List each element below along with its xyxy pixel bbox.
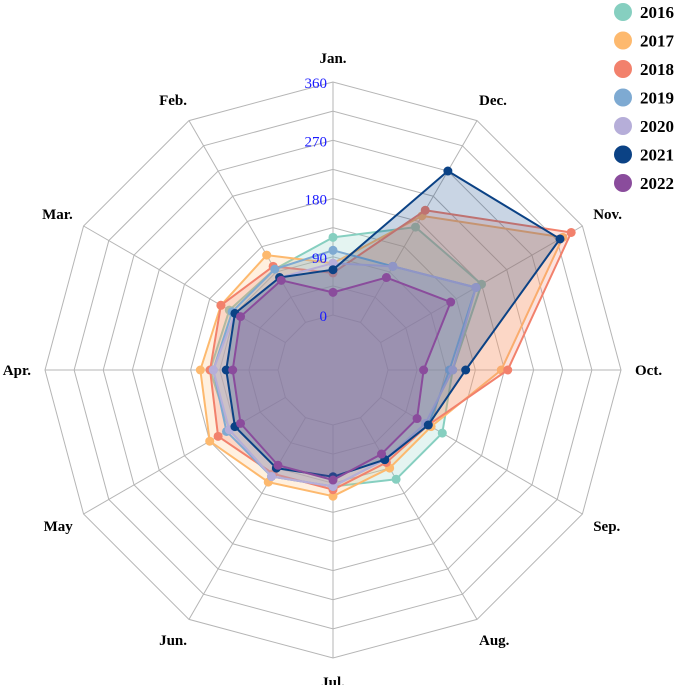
- axis-label-month: Jul.: [321, 675, 345, 685]
- legend-item: 2019: [614, 88, 674, 108]
- data-point: [228, 365, 238, 375]
- legend-item: 2020: [614, 117, 674, 136]
- data-point: [328, 265, 338, 275]
- grid-spoke: [83, 397, 286, 515]
- grid-spoke: [188, 417, 306, 620]
- data-point: [213, 431, 223, 441]
- legend-item: 2018: [614, 60, 674, 79]
- data-point: [443, 166, 453, 176]
- data-point: [221, 365, 231, 375]
- axis-label-month: Feb.: [159, 93, 187, 109]
- legend-swatch: [614, 31, 632, 50]
- data-point: [381, 273, 391, 283]
- data-point: [503, 365, 513, 375]
- radar-grid: [44, 81, 622, 659]
- data-point: [411, 222, 421, 232]
- month-axis-labels: Jan. Feb. Mar. Apr. May Jun. Jul. Aug. Sep. Oct. N…: [3, 51, 663, 685]
- legend-label: 2021: [640, 146, 674, 165]
- data-point: [412, 414, 422, 424]
- data-point: [448, 365, 458, 375]
- data-point: [236, 312, 246, 322]
- data-point: [437, 428, 447, 438]
- legend-item: 2016: [614, 3, 674, 22]
- axis-label-month: Apr.: [3, 363, 31, 379]
- axis-label-month: Oct.: [635, 363, 662, 379]
- axis-label-month: Mar.: [42, 207, 73, 223]
- data-point: [391, 474, 401, 484]
- axis-label-month: Jan.: [319, 51, 346, 67]
- axis-label-month: Sep.: [593, 519, 620, 535]
- data-point: [216, 300, 226, 310]
- axis-label-month: Nov.: [593, 207, 622, 223]
- tick-label: 360: [305, 76, 328, 92]
- tick-label: 180: [305, 193, 328, 209]
- data-point: [471, 282, 481, 292]
- data-point: [328, 258, 338, 268]
- data-point: [461, 365, 471, 375]
- data-point: [328, 481, 338, 491]
- axis-label-month: Jun.: [159, 633, 187, 649]
- legend-swatch: [614, 60, 632, 78]
- data-point: [273, 460, 283, 470]
- data-point: [236, 418, 246, 428]
- data-point: [276, 275, 286, 285]
- data-point: [419, 365, 429, 375]
- data-point: [328, 475, 338, 485]
- grid-spoke: [83, 225, 286, 343]
- data-point: [446, 297, 456, 307]
- data-point: [205, 436, 215, 446]
- axis-label-month: Dec.: [479, 93, 507, 109]
- tick-label: 90: [312, 251, 327, 267]
- radial-tick-labels: 0 90 180 270 360: [305, 76, 328, 325]
- data-point: [555, 234, 565, 244]
- legend-swatch: [614, 3, 632, 21]
- grid-spoke: [360, 120, 478, 323]
- legend-item: 2017: [614, 31, 675, 51]
- data-point: [328, 232, 338, 242]
- data-point: [328, 491, 338, 501]
- legend-item: 2022: [614, 174, 674, 193]
- series-2021: [221, 166, 565, 482]
- series-2022: [228, 273, 456, 485]
- data-point: [270, 264, 280, 274]
- legend-swatch: [614, 174, 632, 192]
- legend-label: 2022: [640, 174, 674, 193]
- data-point: [328, 245, 338, 255]
- legend-label: 2019: [640, 89, 674, 108]
- data-point: [566, 227, 576, 237]
- data-point: [420, 205, 430, 215]
- legend-label: 2018: [640, 60, 674, 79]
- axis-label-month: May: [44, 519, 74, 535]
- data-point: [377, 449, 387, 459]
- legend-swatch: [614, 88, 632, 107]
- legend-label: 2017: [640, 32, 675, 51]
- data-point: [423, 420, 433, 430]
- series-2020: [208, 258, 481, 491]
- legend-label: 2020: [640, 117, 674, 136]
- axis-label-month: Aug.: [479, 633, 510, 649]
- tick-label: 0: [320, 309, 328, 325]
- data-point: [328, 287, 338, 297]
- legend-swatch: [614, 117, 632, 135]
- data-point: [195, 365, 205, 375]
- data-point: [208, 365, 218, 375]
- grid-spoke: [188, 120, 306, 323]
- legend-item: 2021: [614, 145, 674, 165]
- data-point: [262, 250, 272, 260]
- data-point: [267, 471, 277, 481]
- legend: 2016 2017 2018 2019 2020 2021 2022: [614, 3, 675, 193]
- data-point: [388, 261, 398, 271]
- legend-swatch: [614, 145, 632, 164]
- tick-label: 270: [305, 134, 328, 150]
- series-layer: [195, 166, 576, 501]
- legend-label: 2016: [640, 3, 674, 22]
